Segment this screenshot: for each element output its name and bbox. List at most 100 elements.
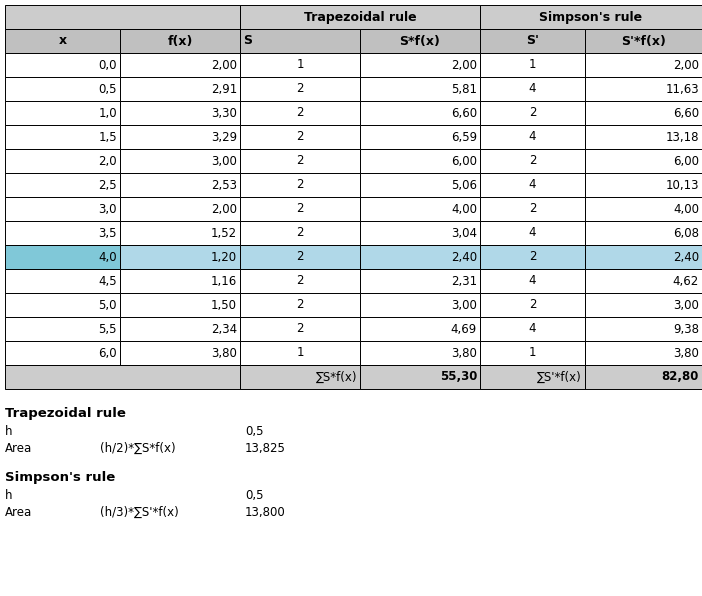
Text: 2: 2 — [296, 154, 304, 167]
Bar — [585, 221, 702, 245]
Text: 2: 2 — [296, 107, 304, 120]
Text: 4: 4 — [529, 82, 536, 95]
Text: 2: 2 — [296, 203, 304, 216]
Bar — [480, 221, 585, 245]
Bar — [5, 317, 120, 341]
Text: 5,0: 5,0 — [98, 299, 117, 312]
Text: 11,63: 11,63 — [665, 82, 699, 95]
Text: Area: Area — [5, 442, 32, 455]
Bar — [120, 341, 240, 365]
Bar — [585, 125, 702, 149]
Text: 5,06: 5,06 — [451, 178, 477, 191]
Text: 6,00: 6,00 — [451, 154, 477, 167]
Text: 4: 4 — [529, 131, 536, 144]
Bar — [360, 341, 480, 365]
Text: 2,00: 2,00 — [673, 58, 699, 72]
Text: 2,0: 2,0 — [98, 154, 117, 167]
Text: 2,40: 2,40 — [673, 250, 699, 263]
Bar — [360, 245, 480, 269]
Bar — [120, 53, 240, 77]
Text: S*f(x): S*f(x) — [399, 35, 440, 48]
Text: 2,91: 2,91 — [211, 82, 237, 95]
Bar — [360, 293, 480, 317]
Bar — [240, 77, 360, 101]
Bar — [240, 101, 360, 125]
Bar — [5, 245, 120, 269]
Text: 1,16: 1,16 — [211, 275, 237, 287]
Text: h: h — [5, 489, 13, 502]
Text: 3,04: 3,04 — [451, 226, 477, 240]
Text: S'*f(x): S'*f(x) — [621, 35, 666, 48]
Text: 2,5: 2,5 — [98, 178, 117, 191]
Bar — [585, 245, 702, 269]
Bar — [480, 317, 585, 341]
Text: 3,29: 3,29 — [211, 131, 237, 144]
Bar — [5, 125, 120, 149]
Text: 2: 2 — [296, 275, 304, 287]
Bar — [120, 197, 240, 221]
Bar — [360, 53, 480, 77]
Text: 2,53: 2,53 — [211, 178, 237, 191]
Text: 4: 4 — [529, 322, 536, 336]
Text: 2: 2 — [529, 107, 536, 120]
Text: 55,30: 55,30 — [439, 371, 477, 383]
Bar — [240, 5, 480, 29]
Text: 2,31: 2,31 — [451, 275, 477, 287]
Text: 6,08: 6,08 — [673, 226, 699, 240]
Bar — [360, 365, 480, 389]
Bar — [5, 77, 120, 101]
Bar — [360, 149, 480, 173]
Bar — [240, 173, 360, 197]
Text: 2,00: 2,00 — [451, 58, 477, 72]
Bar — [585, 29, 702, 53]
Text: S': S' — [526, 35, 539, 48]
Text: 2: 2 — [296, 178, 304, 191]
Text: 1,20: 1,20 — [211, 250, 237, 263]
Bar — [585, 77, 702, 101]
Text: 1,5: 1,5 — [98, 131, 117, 144]
Bar — [480, 197, 585, 221]
Text: 3,80: 3,80 — [451, 346, 477, 359]
Bar — [585, 293, 702, 317]
Text: 2,00: 2,00 — [211, 203, 237, 216]
Bar — [240, 53, 360, 77]
Text: h: h — [5, 425, 13, 438]
Text: 3,00: 3,00 — [673, 299, 699, 312]
Text: 3,80: 3,80 — [673, 346, 699, 359]
Text: 4: 4 — [529, 178, 536, 191]
Text: 2,40: 2,40 — [451, 250, 477, 263]
Text: 4,0: 4,0 — [98, 250, 117, 263]
Text: Simpson's rule: Simpson's rule — [5, 471, 115, 484]
Bar — [120, 29, 240, 53]
Bar — [480, 269, 585, 293]
Text: 4,00: 4,00 — [673, 203, 699, 216]
Bar — [120, 317, 240, 341]
Bar — [5, 29, 120, 53]
Text: 2: 2 — [529, 299, 536, 312]
Text: 2: 2 — [529, 203, 536, 216]
Bar — [5, 197, 120, 221]
Bar — [120, 125, 240, 149]
Bar — [5, 293, 120, 317]
Text: 2: 2 — [529, 154, 536, 167]
Text: 2,00: 2,00 — [211, 58, 237, 72]
Bar — [360, 77, 480, 101]
Bar — [585, 101, 702, 125]
Bar — [585, 317, 702, 341]
Bar — [360, 317, 480, 341]
Bar — [240, 341, 360, 365]
Bar — [585, 365, 702, 389]
Text: 2: 2 — [296, 131, 304, 144]
Text: 3,00: 3,00 — [211, 154, 237, 167]
Bar — [5, 269, 120, 293]
Text: 2: 2 — [296, 250, 304, 263]
Bar — [360, 269, 480, 293]
Bar — [585, 341, 702, 365]
Text: 1: 1 — [296, 58, 304, 72]
Text: 2: 2 — [296, 322, 304, 336]
Bar — [240, 317, 360, 341]
Bar — [5, 221, 120, 245]
Bar — [480, 341, 585, 365]
Text: (h/3)*∑S'*f(x): (h/3)*∑S'*f(x) — [100, 506, 179, 519]
Bar — [585, 173, 702, 197]
